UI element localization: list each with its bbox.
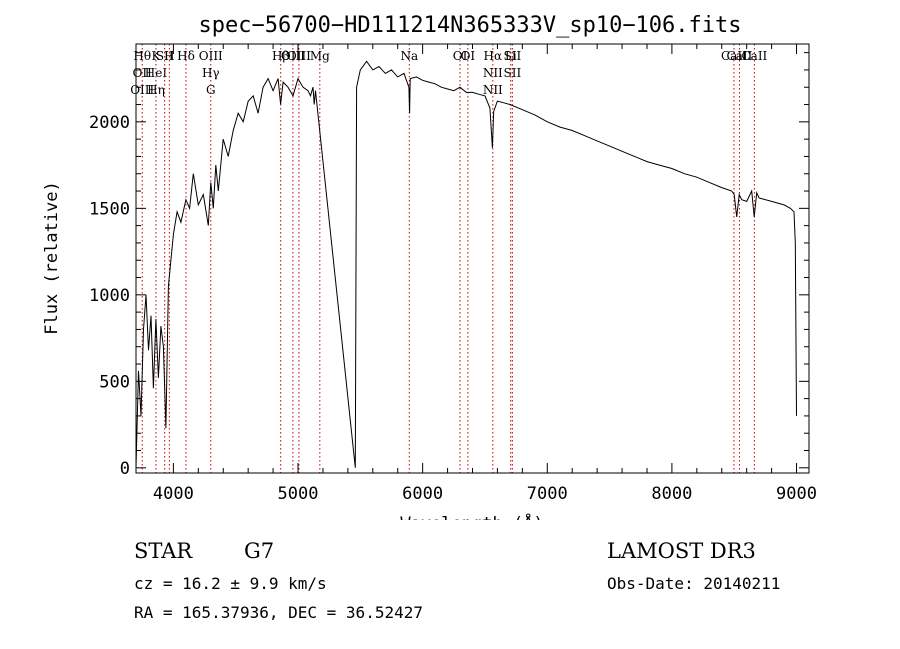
marker-label: Li (505, 49, 517, 63)
y-axis-label: Flux (relative) (42, 181, 62, 335)
marker-label: Hδ (177, 49, 195, 63)
chart-title: spec−56700−HD111214N365333V_sp10−106.fit… (198, 13, 741, 38)
spectral-subclass: G7 (244, 539, 275, 563)
survey-name: LAMOST DR3 (607, 539, 756, 563)
marker-label: G (206, 83, 216, 97)
y-tick-label: 1500 (89, 199, 130, 219)
x-tick-label: 9000 (776, 484, 817, 504)
plot-frame (135, 43, 810, 474)
marker-label: Hη (147, 83, 165, 97)
x-axis: 4000 5000 6000 7000 8000 9000 (153, 44, 817, 504)
marker-label: H (164, 49, 174, 63)
marker-label: HeI (145, 66, 168, 80)
marker-label: OIII (199, 49, 223, 63)
object-class: STAR (134, 539, 193, 563)
marker-label: Hα (484, 49, 503, 63)
marker-label: CaII (727, 49, 753, 63)
x-axis-label: Wavelength (Å) (400, 512, 543, 520)
marker-label: NII (483, 66, 503, 80)
marker-label: OI (453, 49, 468, 63)
marker-label: NII (483, 83, 503, 97)
spectrum-chart: spec−56700−HD111214N365333V_sp10−106.fit… (42, 13, 817, 534)
y-tick-label: 0 (120, 459, 130, 479)
x-tick-label: 5000 (278, 484, 319, 504)
y-axis: 0 500 1000 1500 2000 (89, 52, 809, 479)
marker-label: CaII (721, 49, 747, 63)
redshift-value: cz = 16.2 ± 9.9 km/s (134, 574, 327, 593)
marker-label: Mg (310, 49, 330, 63)
y-tick-label: 500 (99, 372, 130, 392)
marker-label: Hγ (202, 66, 220, 80)
x-tick-label: 6000 (402, 484, 443, 504)
x-tick-label: 8000 (651, 484, 692, 504)
marker-label: K (151, 49, 161, 63)
marker-label: CaII (741, 49, 767, 63)
observation-date: Obs-Date: 20140211 (607, 574, 781, 593)
marker-label: OIII (287, 49, 311, 63)
marker-label: Hβ (272, 49, 289, 63)
marker-label: OI (461, 49, 476, 63)
y-tick-label: 2000 (89, 113, 130, 133)
x-tick-label: 7000 (527, 484, 568, 504)
marker-label: Na (400, 49, 418, 63)
marker-label: SII (504, 66, 522, 80)
x-tick-label: 4000 (153, 484, 194, 504)
coordinates: RA = 165.37936, DEC = 36.52427 (134, 603, 423, 622)
y-tick-label: 1000 (89, 286, 130, 306)
spectrum-line (135, 60, 797, 468)
marker-label: SII (504, 49, 522, 63)
